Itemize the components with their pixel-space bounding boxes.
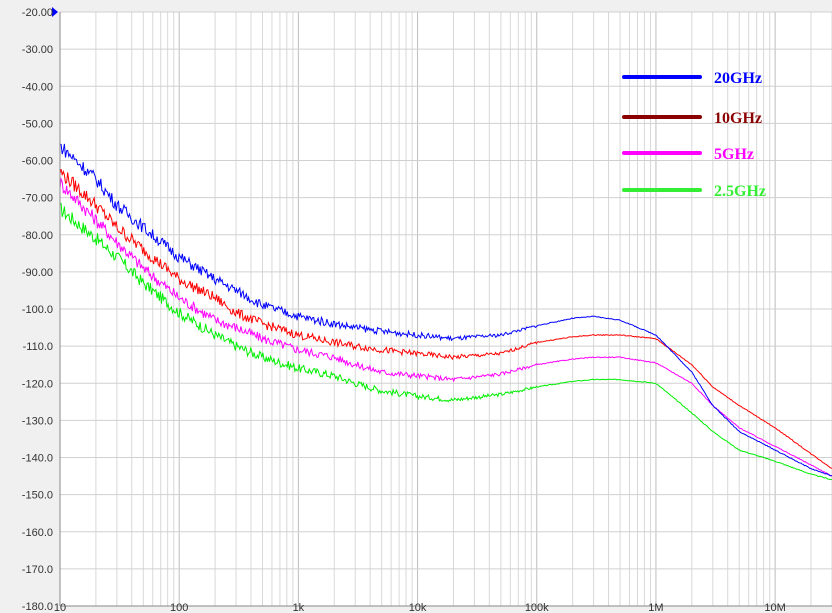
y-tick-label: -140.0 <box>22 453 53 465</box>
legend-label: 5GHz <box>714 146 754 163</box>
top-marker-icon <box>52 7 58 17</box>
series-layer <box>59 143 832 481</box>
y-tick-label: -60.00 <box>22 156 53 168</box>
x-tick-label: 100 <box>170 602 188 613</box>
y-tick-label: -160.0 <box>22 527 53 539</box>
x-tick-label: 10M <box>764 602 785 613</box>
y-tick-label: -80.00 <box>22 230 53 242</box>
x-tick-labels: 10 100 1k 10k 100k 1M 10M <box>54 602 786 613</box>
y-tick-labels: -20.00 -30.00 -40.00 -50.00 -60.00 -70.00 -80.… <box>22 7 53 613</box>
y-tick-label: -100.0 <box>22 304 53 316</box>
x-tick-label: 100k <box>525 602 549 613</box>
y-tick-label: -90.00 <box>22 267 53 279</box>
legend: 20GHz 10GHz 5GHz 2.5GHz <box>622 70 766 200</box>
series-line <box>59 177 832 477</box>
y-tick-label: -30.00 <box>22 44 53 56</box>
legend-label: 20GHz <box>714 70 762 87</box>
y-tick-label: -110.0 <box>23 341 53 353</box>
y-tick-label: -20.00 <box>22 7 53 19</box>
series-line <box>59 168 832 469</box>
x-tick-label: 10k <box>409 602 427 613</box>
y-tick-label: -130.0 <box>22 415 53 427</box>
y-tick-label: -70.00 <box>22 193 53 205</box>
y-tick-label: -150.0 <box>22 490 53 502</box>
y-tick-label: -170.0 <box>22 564 53 576</box>
y-tick-label: -50.00 <box>22 118 53 130</box>
x-tick-label: 1k <box>293 602 305 613</box>
series-line <box>59 202 832 481</box>
axis-layer <box>52 7 832 607</box>
grid-lines <box>59 11 832 607</box>
legend-label: 10GHz <box>714 110 762 127</box>
legend-label: 2.5GHz <box>714 183 766 200</box>
y-tick-label: -180.0 <box>22 601 53 613</box>
series-line <box>59 143 832 477</box>
x-tick-label: 10 <box>54 602 66 613</box>
x-tick-label: 1M <box>648 602 663 613</box>
y-tick-label: -120.0 <box>22 378 53 390</box>
y-tick-label: -40.00 <box>22 81 53 93</box>
